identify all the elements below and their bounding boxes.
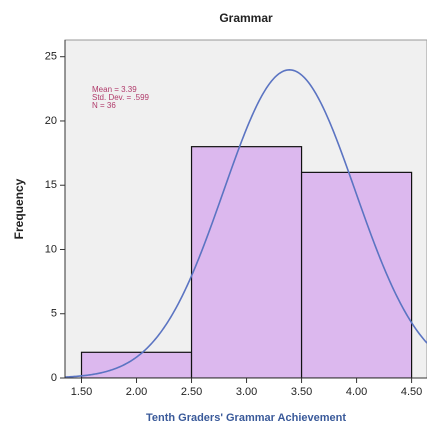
x-tick-label: 2.00: [126, 386, 147, 398]
y-axis-label: Frequency: [12, 178, 26, 239]
bar: [190, 146, 303, 378]
x-tick-label: 3.50: [291, 386, 312, 398]
y-tick-label: 10: [45, 243, 57, 255]
x-tick-label: 3.00: [236, 386, 257, 398]
y-tick-label: 15: [45, 179, 57, 191]
bar: [300, 171, 413, 378]
stats-annotation: N = 36: [92, 101, 116, 110]
y-tick-label: 25: [45, 51, 57, 63]
y-tick-label: 20: [45, 115, 57, 127]
stats-annotation: Mean = 3.39: [92, 85, 137, 94]
y-tick-label: 0: [51, 372, 57, 384]
x-tick-label: 4.50: [401, 386, 422, 398]
normal-curve: [65, 69, 427, 378]
stats-annotation: Std. Dev. = .599: [92, 93, 150, 102]
y-tick-label: 5: [51, 308, 57, 320]
x-tick-label: 2.50: [181, 386, 202, 398]
x-tick-label: 4.00: [346, 386, 367, 398]
x-tick-label: 1.50: [71, 386, 92, 398]
plot-content: [65, 69, 427, 378]
chart-title: Grammar: [219, 11, 273, 25]
x-axis-label: Tenth Graders' Grammar Achievement: [146, 412, 346, 424]
